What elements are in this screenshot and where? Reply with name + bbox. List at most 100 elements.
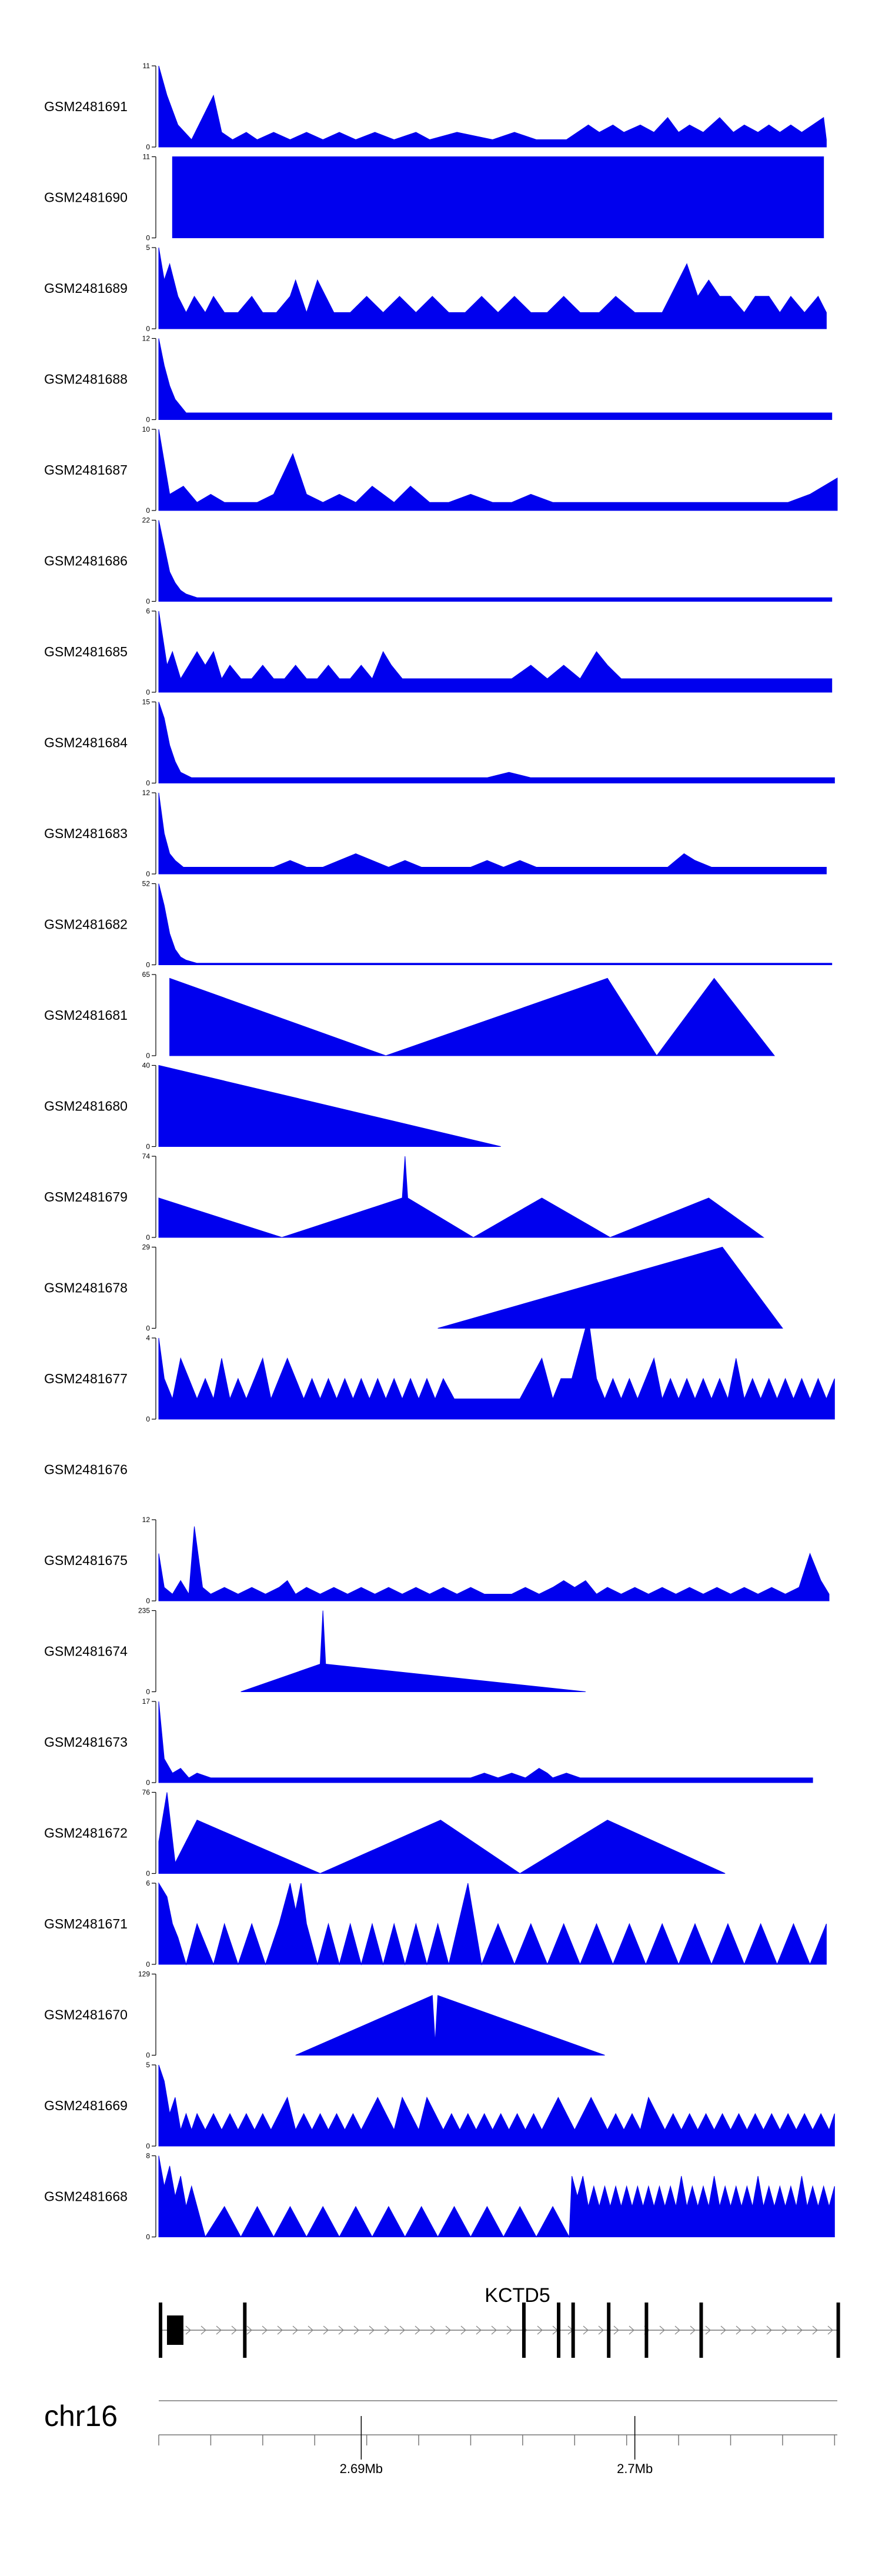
strand-arrow <box>720 2325 726 2335</box>
coverage-area <box>158 2155 835 2238</box>
coverage-area <box>158 1317 835 1420</box>
strand-arrow <box>537 2325 543 2335</box>
y-zero-label: 0 <box>146 1960 150 1968</box>
coverage-area <box>158 1526 830 1601</box>
gene-name-label: KCTD5 <box>485 2284 550 2307</box>
strand-arrow <box>476 2325 482 2335</box>
y-max-label: 129 <box>138 1970 150 1978</box>
track-GSM2481682: GSM2481682 52 0 <box>44 880 833 969</box>
track-label: GSM2481669 <box>44 2098 128 2113</box>
coverage-area <box>437 1246 783 1329</box>
track-label: GSM2481688 <box>44 372 128 387</box>
y-zero-label: 0 <box>146 688 150 696</box>
strand-arrow <box>369 2325 375 2335</box>
y-max-label: 6 <box>146 607 150 615</box>
y-max-label: 74 <box>142 1152 151 1160</box>
track-label: GSM2481684 <box>44 735 128 750</box>
track-label: GSM2481687 <box>44 462 128 478</box>
track-GSM2481676: GSM2481676 <box>44 1462 128 1477</box>
track-GSM2481685: GSM2481685 6 0 <box>44 607 833 696</box>
strand-arrow <box>766 2325 772 2335</box>
gene-exon <box>699 2303 703 2358</box>
coverage-area <box>158 338 833 420</box>
y-max-label: 6 <box>146 1879 150 1887</box>
strand-arrow <box>629 2325 634 2335</box>
track-label: GSM2481682 <box>44 917 128 932</box>
y-max-label: 76 <box>142 1788 151 1797</box>
gene-model-track: KCTD5 <box>159 2284 840 2358</box>
coverage-area <box>158 1701 813 1783</box>
strand-arrow <box>430 2325 436 2335</box>
strand-arrow <box>736 2325 741 2335</box>
y-zero-label: 0 <box>146 2051 150 2060</box>
y-zero-label: 0 <box>146 961 150 969</box>
gene-exon <box>571 2303 575 2358</box>
gene-exon <box>522 2303 526 2358</box>
strand-arrow <box>185 2325 191 2335</box>
track-label: GSM2481673 <box>44 1734 128 1750</box>
strand-arrow <box>460 2325 466 2335</box>
strand-arrow <box>690 2325 696 2335</box>
strand-arrow <box>491 2325 497 2335</box>
y-zero-label: 0 <box>146 143 150 151</box>
y-max-label: 65 <box>142 970 151 979</box>
track-GSM2481669: GSM2481669 5 0 <box>44 2061 835 2150</box>
track-label: GSM2481670 <box>44 2007 128 2023</box>
gene-exon <box>557 2303 561 2358</box>
track-label: GSM2481671 <box>44 1916 128 1931</box>
track-GSM2481690: GSM2481690 11 0 <box>44 153 824 242</box>
y-max-label: 52 <box>142 880 151 888</box>
y-zero-label: 0 <box>146 1324 150 1333</box>
strand-arrow <box>399 2325 405 2335</box>
gene-exon <box>607 2303 611 2358</box>
y-max-label: 12 <box>142 789 151 797</box>
strand-arrow <box>705 2325 711 2335</box>
coverage-area <box>158 792 827 875</box>
track-label: GSM2481677 <box>44 1371 128 1386</box>
y-zero-label: 0 <box>146 506 150 515</box>
strand-arrow <box>674 2325 680 2335</box>
track-GSM2481678: GSM2481678 29 0 <box>44 1243 783 1333</box>
y-zero-label: 0 <box>146 598 150 606</box>
track-label: GSM2481689 <box>44 281 128 296</box>
strand-arrow <box>246 2325 252 2335</box>
track-label: GSM2481690 <box>44 190 128 205</box>
y-max-label: 22 <box>142 516 151 525</box>
strand-arrow <box>613 2325 619 2335</box>
y-zero-label: 0 <box>146 779 150 788</box>
track-GSM2481688: GSM2481688 12 0 <box>44 335 833 424</box>
y-max-label: 29 <box>142 1243 151 1252</box>
coverage-area <box>169 977 776 1056</box>
coverage-area <box>158 610 833 693</box>
y-zero-label: 0 <box>146 234 150 242</box>
y-zero-label: 0 <box>146 2142 150 2150</box>
strand-arrow <box>751 2325 757 2335</box>
y-max-label: 5 <box>146 243 150 252</box>
y-zero-label: 0 <box>146 1688 150 1696</box>
track-GSM2481674: GSM2481674 235 0 <box>44 1607 586 1696</box>
gene-exon <box>159 2303 162 2358</box>
y-zero-label: 0 <box>146 870 150 878</box>
y-max-label: 15 <box>142 698 151 706</box>
y-zero-label: 0 <box>146 1052 150 1060</box>
strand-arrow <box>415 2325 420 2335</box>
track-GSM2481672: GSM2481672 76 0 <box>44 1788 726 1878</box>
y-max-label: 40 <box>142 1062 151 1070</box>
track-label: GSM2481674 <box>44 1644 128 1659</box>
strand-arrow <box>598 2325 604 2335</box>
strand-arrow <box>262 2325 268 2335</box>
coverage-area <box>158 520 833 602</box>
y-zero-label: 0 <box>146 416 150 424</box>
strand-arrow <box>797 2325 803 2335</box>
y-zero-label: 0 <box>146 325 150 333</box>
track-GSM2481671: GSM2481671 6 0 <box>44 1879 827 1968</box>
strand-arrow <box>323 2325 329 2335</box>
track-label: GSM2481675 <box>44 1553 128 1568</box>
y-zero-label: 0 <box>146 2233 150 2241</box>
y-max-label: 11 <box>143 62 151 70</box>
y-max-label: 12 <box>142 335 151 343</box>
track-label: GSM2481678 <box>44 1280 128 1296</box>
coverage-area <box>158 65 827 148</box>
y-zero-label: 0 <box>146 1233 150 1242</box>
track-GSM2481687: GSM2481687 10 0 <box>44 425 838 515</box>
